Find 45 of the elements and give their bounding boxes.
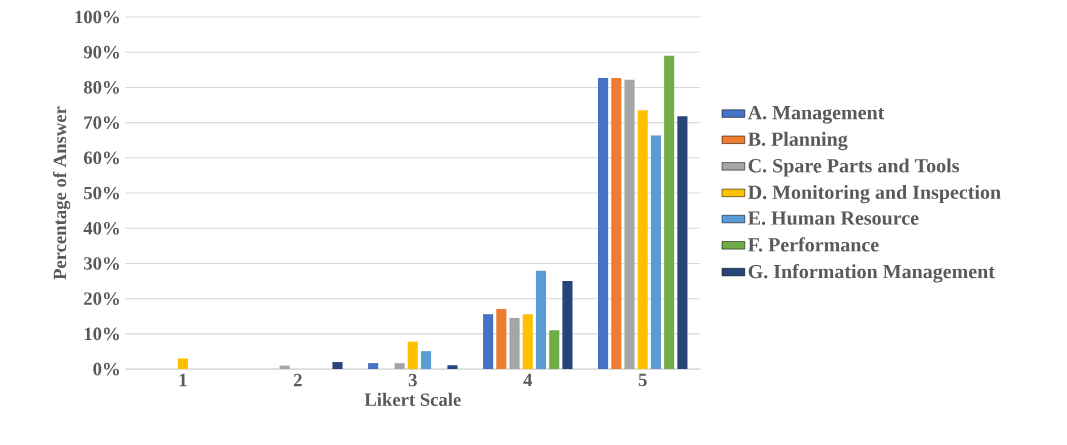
y-tick-label: 40% bbox=[83, 221, 119, 235]
bar bbox=[509, 317, 520, 370]
bar bbox=[447, 365, 458, 370]
y-tick-label: 20% bbox=[84, 292, 119, 305]
bar bbox=[368, 363, 379, 370]
legend-label: D. Monitoring and Inspection bbox=[748, 184, 1001, 204]
bar bbox=[394, 363, 405, 370]
bar bbox=[650, 135, 662, 370]
y-tick-label: 0% bbox=[93, 362, 119, 376]
bar bbox=[483, 314, 494, 370]
legend-label: F. Performance bbox=[748, 237, 879, 252]
bar bbox=[420, 351, 432, 370]
bar bbox=[407, 341, 418, 370]
bar bbox=[549, 330, 560, 370]
y-tick-label: 30% bbox=[84, 257, 119, 270]
x-axis-title: Likert Scale bbox=[364, 392, 461, 406]
bar bbox=[522, 314, 533, 370]
x-tick-label: 4 bbox=[523, 373, 533, 387]
bar bbox=[677, 116, 688, 370]
legend-label: E. Human Resource bbox=[748, 211, 919, 225]
x-tick-label: 2 bbox=[293, 373, 302, 387]
y-tick-label: 10% bbox=[84, 327, 119, 341]
bar bbox=[496, 308, 507, 370]
y-tick-label: 60% bbox=[83, 151, 119, 165]
x-tick-label: 3 bbox=[408, 373, 417, 387]
legend-label: A. Management bbox=[747, 105, 885, 124]
y-tick-label: 50% bbox=[84, 186, 119, 200]
bar bbox=[177, 358, 188, 370]
legend-label: C. Spare Parts and Tools bbox=[748, 158, 960, 177]
bar bbox=[562, 281, 573, 370]
legend-label: B. Planning bbox=[748, 131, 848, 151]
y-tick-label: 80% bbox=[83, 81, 119, 94]
y-tick-label: 70% bbox=[84, 116, 119, 129]
bar bbox=[535, 270, 547, 370]
y-tick-label: 90% bbox=[83, 45, 119, 59]
x-tick-label: 5 bbox=[638, 373, 647, 387]
y-tick-label: 100% bbox=[75, 10, 119, 24]
bar bbox=[598, 77, 609, 370]
y-axis-title: Percentage of Answer bbox=[52, 106, 71, 280]
bar bbox=[664, 55, 675, 370]
bar bbox=[332, 362, 343, 370]
bar bbox=[624, 79, 635, 370]
legend-label: G. Information Management bbox=[748, 263, 995, 283]
bar bbox=[611, 77, 622, 370]
x-tick-label: 1 bbox=[179, 373, 187, 387]
